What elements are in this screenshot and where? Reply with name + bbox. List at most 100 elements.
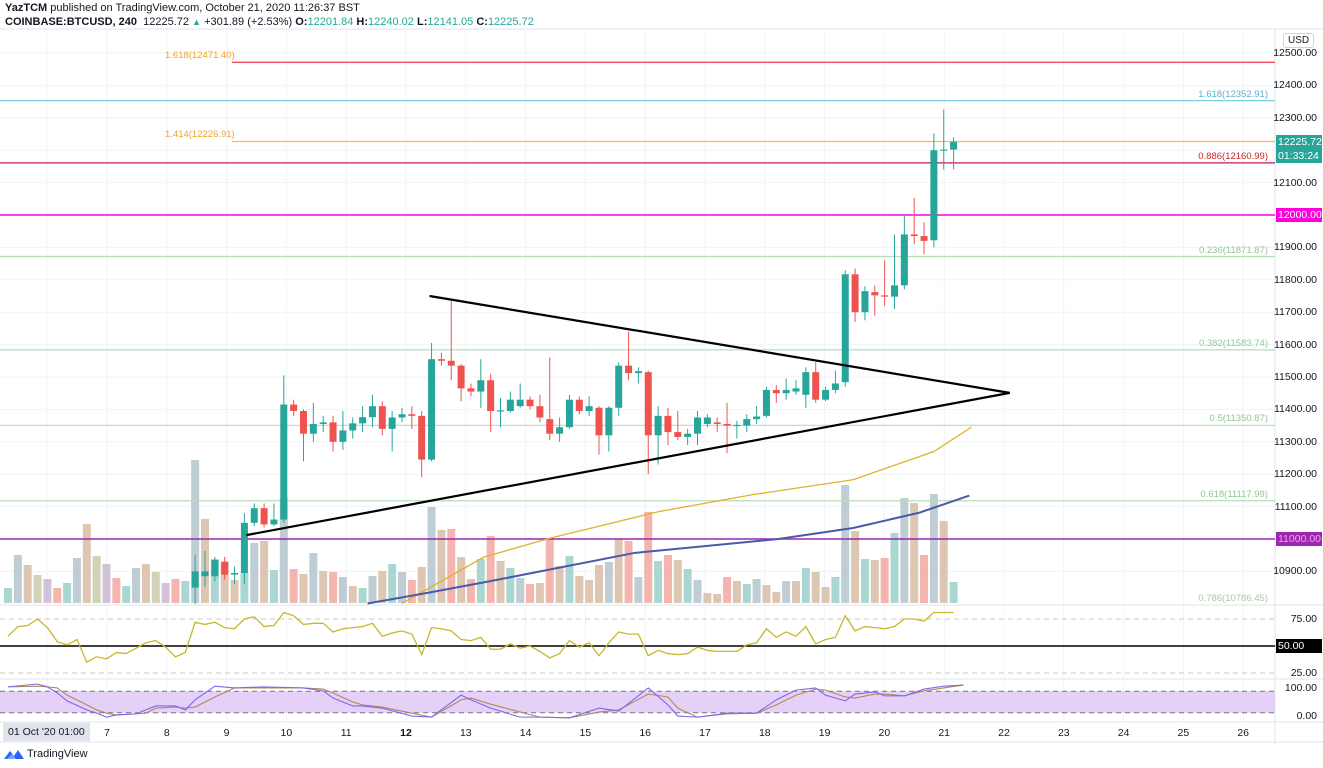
candle-body <box>871 292 879 296</box>
triangle-trendline <box>429 294 1010 394</box>
volume-bar <box>870 560 879 603</box>
time-axis-tick: 10 <box>280 727 293 739</box>
candle-body <box>861 291 869 313</box>
volume-bar <box>516 578 525 603</box>
candle-body <box>920 236 928 241</box>
candle-body <box>585 406 593 412</box>
candle-body <box>625 365 633 374</box>
volume-bar <box>102 564 111 603</box>
author-name[interactable]: YazTCM <box>5 2 48 14</box>
volume-bar <box>457 557 466 603</box>
candle-body <box>516 399 524 407</box>
volume-bar <box>269 570 278 603</box>
volume-bar <box>388 564 397 603</box>
volume-bar <box>949 582 958 603</box>
level-price-tag: 11000.00 <box>1276 532 1322 546</box>
candle-body <box>546 419 554 434</box>
volume-bar <box>398 572 406 603</box>
fib-level-label: 0.886(12160.99) <box>1198 150 1268 162</box>
volume-bar <box>565 556 574 603</box>
stoch-band <box>0 691 1275 713</box>
tradingview-logo[interactable]: TradingView <box>4 748 88 760</box>
price-axis-label: 11600.00 <box>1273 338 1317 351</box>
fib-level-label: 1.618(12352.91) <box>1198 88 1268 100</box>
candle-body <box>329 422 337 442</box>
open-label: O: <box>295 16 308 28</box>
volume-bar <box>181 581 190 603</box>
fib-level-label: 0.786(10786.45) <box>1198 593 1268 604</box>
crosshair-time-label: 01 Oct '20 01:00 <box>3 723 90 741</box>
volume-bar <box>742 584 751 603</box>
time-axis-tick: 8 <box>163 727 170 739</box>
price-axis-label: 11400.00 <box>1273 403 1317 416</box>
volume-bar <box>772 592 781 603</box>
time-axis-tick: 18 <box>758 727 771 739</box>
main-pane <box>0 61 1275 605</box>
volume-bar <box>595 565 603 603</box>
candle-body <box>910 234 918 237</box>
candle-body <box>388 417 396 429</box>
volume-bar <box>762 585 771 603</box>
candle-body <box>300 411 307 434</box>
candle-body <box>615 365 623 408</box>
currency-button[interactable]: USD <box>1283 33 1315 48</box>
candle-body <box>713 422 721 424</box>
volume-bar <box>506 568 515 603</box>
price-axis-label: 12400.00 <box>1273 79 1317 92</box>
volume-bar <box>171 579 180 603</box>
candle-body <box>191 571 199 588</box>
time-axis-tick: 7 <box>104 727 110 739</box>
volume-bar <box>614 539 623 603</box>
candle-body <box>595 407 603 436</box>
volume-bar <box>112 578 121 603</box>
volume-bar <box>250 543 259 603</box>
volume-bar <box>92 556 101 603</box>
volume-bar <box>279 498 288 603</box>
volume-bar <box>939 521 948 603</box>
candle-body <box>634 371 642 374</box>
moving-average-line <box>401 426 972 605</box>
volume-bar <box>831 577 840 603</box>
candle-body <box>201 571 209 577</box>
stoch-k-line <box>7 683 964 719</box>
volume-bar <box>663 555 672 603</box>
volume-bar <box>260 541 269 603</box>
brand-name: TradingView <box>27 748 88 760</box>
price-axis-label: 12300.00 <box>1273 111 1317 124</box>
volume-bar <box>141 564 150 603</box>
triangle-trendline <box>246 391 1010 537</box>
volume-bar <box>4 588 12 603</box>
symbol-name[interactable]: COINBASE:BTCUSD, 240 <box>5 16 138 28</box>
volume-bar <box>427 507 436 603</box>
candle-body <box>497 410 504 412</box>
volume-bar <box>82 524 91 603</box>
high-value: 12240.02 <box>368 16 414 28</box>
volume-bar <box>447 529 456 603</box>
time-axis-tick: 22 <box>998 727 1010 739</box>
chart-canvas[interactable] <box>0 0 1323 745</box>
last-price-tag: 12225.72 <box>1276 134 1322 149</box>
candle-body <box>940 149 948 151</box>
volume-bar <box>713 594 722 603</box>
candle-body <box>674 432 682 437</box>
price-axis-label: 11300.00 <box>1273 435 1317 448</box>
last-price: 12225.72 <box>143 16 190 28</box>
candle-body <box>447 360 455 366</box>
low-value: 12141.05 <box>427 16 474 28</box>
time-axis-tick: 17 <box>699 727 711 739</box>
volume-bar <box>33 575 42 603</box>
candle-body <box>359 417 367 424</box>
volume-bar <box>585 580 594 603</box>
price-change: +301.89 (+2.53%) <box>204 16 293 28</box>
candle-body <box>644 372 652 436</box>
volume-bar <box>496 561 505 603</box>
volume-bar <box>13 555 22 603</box>
price-axis-label: 11900.00 <box>1273 241 1317 254</box>
candle-body <box>851 274 859 313</box>
candle-body <box>260 508 268 525</box>
volume-bar <box>752 579 761 603</box>
candle-body <box>792 388 800 392</box>
high-label: H: <box>356 16 369 28</box>
candle-body <box>802 372 810 395</box>
volume-bar <box>880 558 889 603</box>
